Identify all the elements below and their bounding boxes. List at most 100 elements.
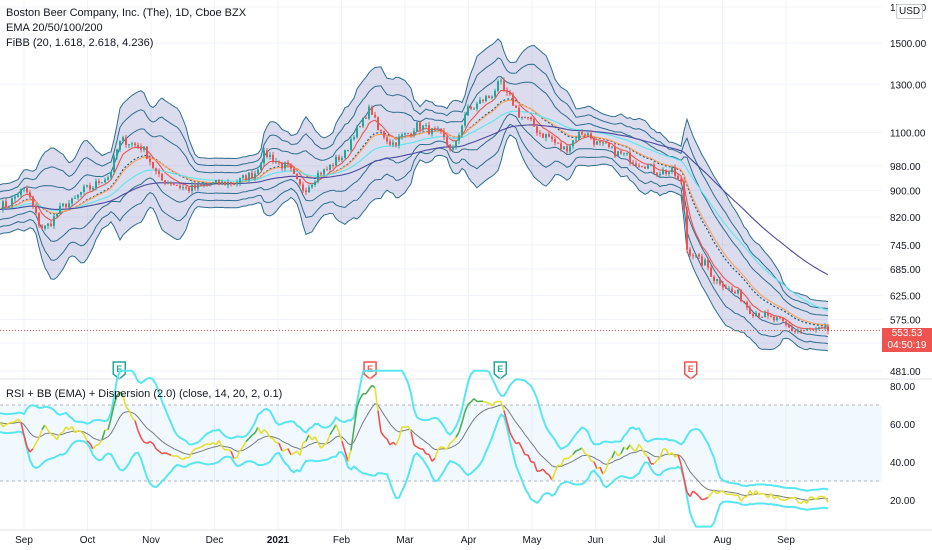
candle-body — [203, 184, 205, 186]
candle-body — [611, 146, 613, 148]
candle-body — [290, 164, 292, 169]
earnings-marker-label: E — [688, 364, 694, 374]
candle-body — [467, 106, 469, 116]
rsi-segment — [290, 452, 295, 456]
candle-body — [623, 152, 625, 154]
rsi-segment — [545, 472, 550, 476]
rsi-segment — [431, 457, 436, 462]
rsi-segment — [587, 454, 592, 462]
rsi-segment — [314, 436, 319, 444]
ema-indicator-label[interactable]: EMA 20/50/100/200 — [6, 22, 103, 34]
earnings-marker[interactable]: E — [684, 361, 698, 380]
candle-body — [482, 99, 484, 102]
candle-body — [578, 132, 580, 140]
candle-body — [512, 94, 514, 106]
chart-legend: Boston Beer Company, Inc. (The), 1D, Cbo… — [6, 6, 246, 51]
rsi-segment — [50, 433, 55, 437]
rsi-segment — [410, 431, 415, 446]
rsi-segment — [344, 451, 349, 462]
rsi-segment — [698, 495, 703, 501]
candle-body — [269, 154, 271, 157]
candle-body — [473, 108, 475, 110]
rsi-segment — [380, 431, 385, 437]
candle-body — [359, 126, 361, 128]
candle-body — [122, 137, 124, 141]
rsi-segment — [323, 441, 328, 446]
rsi-segment — [0, 422, 4, 428]
rsi-segment — [206, 443, 211, 446]
time-tick-label: Mar — [396, 535, 414, 546]
rsi-segment — [14, 418, 19, 423]
candle-body — [308, 187, 310, 193]
candle-body — [704, 259, 706, 266]
candle-body — [311, 185, 313, 188]
candle-body — [533, 119, 535, 127]
candle-body — [530, 117, 532, 120]
fibb-indicator-label[interactable]: FiBB (20, 1.618, 2.618, 4.236) — [6, 37, 154, 49]
candle-body — [128, 144, 130, 146]
candle-body — [194, 185, 196, 189]
candle-body — [731, 288, 733, 292]
candle-body — [257, 169, 259, 174]
rsi-segment — [584, 452, 589, 456]
rsi-segment — [371, 384, 376, 389]
earnings-marker[interactable]: E — [493, 361, 507, 380]
rsi-segment — [677, 454, 682, 465]
candle-body — [77, 194, 79, 198]
candle-body — [476, 103, 478, 109]
rsi-upper-band — [0, 369, 829, 492]
rsi-segment — [758, 492, 763, 496]
candle-body — [383, 131, 385, 138]
candle-body — [440, 128, 442, 132]
fib-band-fill — [0, 38, 828, 351]
rsi-segment — [755, 490, 760, 495]
price-tick-label: 745.00 — [890, 241, 921, 252]
rsi-segment — [602, 468, 607, 475]
candle-body — [335, 156, 337, 166]
candle-body — [248, 172, 250, 181]
candle-body — [272, 154, 274, 162]
rsi-segment — [824, 496, 829, 503]
candle-body — [278, 161, 280, 163]
candle-body — [317, 172, 319, 182]
candle-body — [698, 254, 700, 257]
candle-body — [242, 175, 244, 178]
rsi-segment — [194, 447, 199, 450]
rsi-segment — [593, 461, 598, 470]
rsi-segment — [200, 444, 205, 448]
rsi-segment — [581, 447, 586, 455]
rsi-segment — [182, 456, 187, 461]
rsi-segment — [503, 410, 508, 422]
candle-body — [377, 117, 379, 131]
rsi-segment — [620, 446, 625, 454]
candle-body — [389, 141, 391, 145]
rsi-segment — [83, 434, 88, 442]
candle-body — [821, 327, 823, 329]
price-tick-label: 900.00 — [890, 186, 921, 197]
candle-body — [629, 152, 631, 163]
ema-200-line — [0, 124, 829, 276]
candle-body — [62, 203, 64, 206]
rsi-segment — [5, 422, 10, 426]
candle-body — [563, 146, 565, 150]
rsi-segment — [95, 443, 100, 447]
candle-body — [554, 138, 556, 143]
candle-body — [668, 172, 670, 174]
currency-badge[interactable]: USD — [896, 4, 924, 19]
candle-body — [263, 150, 265, 164]
rsi-segment — [236, 450, 241, 458]
rsi-indicator-label[interactable]: RSI + BB (EMA) + Dispersion (2.0) (close… — [6, 388, 283, 400]
candle-body — [71, 198, 73, 204]
candle-body — [80, 191, 82, 195]
candle-body — [479, 99, 481, 104]
candle-body — [341, 158, 343, 161]
candle-body — [29, 192, 31, 198]
candle-body — [98, 181, 100, 183]
rsi-segment — [317, 442, 322, 449]
candle-body — [191, 185, 193, 192]
candle-body — [407, 133, 409, 135]
candle-body — [641, 166, 643, 168]
rsi-segment — [383, 435, 388, 440]
fib-band-line — [0, 38, 829, 303]
